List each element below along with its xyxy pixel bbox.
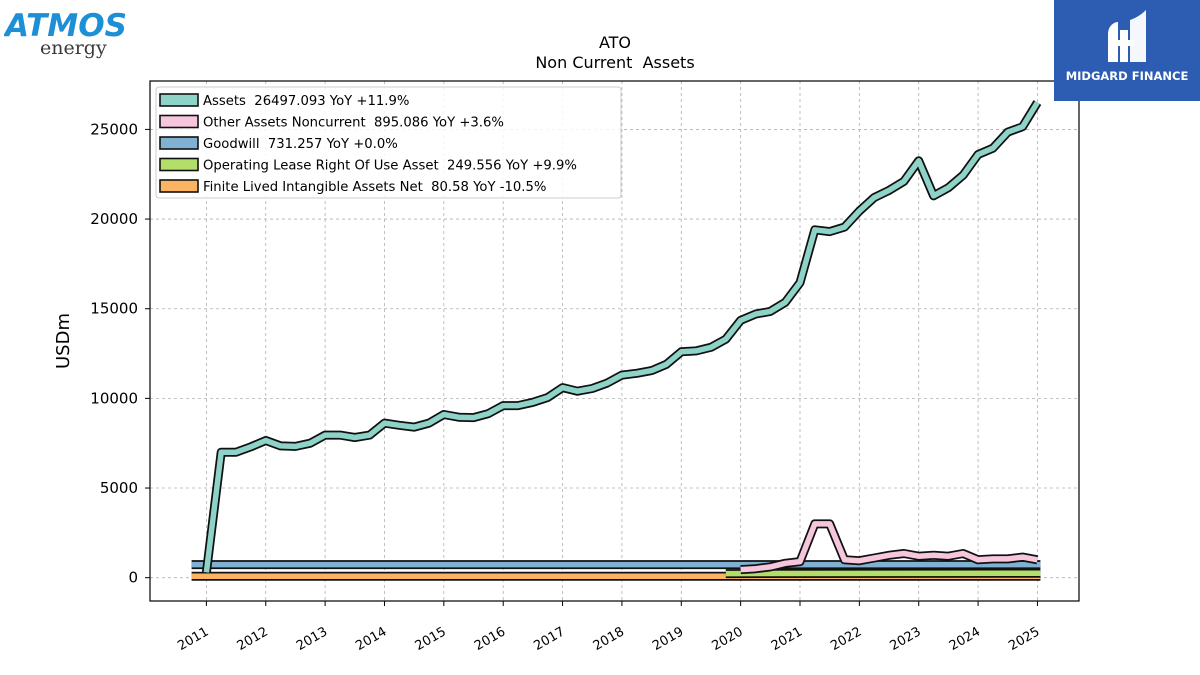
y-tick-label: 25000: [90, 120, 138, 138]
x-tick-label: 2024: [947, 624, 983, 654]
chart-subtitle: Non Current Assets: [535, 53, 694, 72]
atmos-energy-logo: ATMOS energy: [2, 4, 130, 60]
x-tick-label: 2021: [769, 624, 805, 654]
x-tick-label: 2025: [1006, 624, 1042, 654]
series-assets: [201, 100, 1042, 573]
legend-swatch: [159, 179, 199, 193]
legend-box: [155, 86, 622, 199]
y-tick-label: 20000: [90, 210, 138, 228]
legend: Assets 26497.093 YoY +11.9% Other Assets …: [155, 86, 622, 199]
x-tick-label: 2019: [650, 624, 686, 654]
legend-item: Finite Lived Intangible Assets Net 80.58…: [159, 179, 546, 195]
legend-swatch: [159, 114, 199, 129]
legend-item: Other Assets Noncurrent 895.086 YoY +3.6…: [159, 114, 504, 131]
svg-text:MIDGARD FINANCE: MIDGARD FINANCE: [1066, 69, 1189, 83]
midgard-finance-logo: MIDGARD FINANCE: [1054, 0, 1200, 101]
legend-swatch: [159, 93, 199, 107]
x-tick-label: 2014: [353, 624, 389, 654]
y-tick-label: 0: [128, 569, 138, 587]
legend-swatch: [159, 157, 199, 172]
legend-label: Assets 26497.093 YoY +11.9%: [203, 94, 409, 109]
legend-swatch: [159, 136, 199, 150]
x-tick-label: 2020: [709, 624, 745, 654]
legend-item: Operating Lease Right Of Use Asset 249.5…: [159, 157, 577, 174]
x-tick-label: 2017: [531, 624, 567, 654]
chart-title: ATO: [599, 33, 631, 52]
x-tick-label: 2011: [175, 624, 211, 654]
x-tick-label: 2015: [413, 624, 449, 654]
y-tick-label: 10000: [90, 389, 138, 407]
y-tick-label: 15000: [90, 300, 138, 318]
x-tick-label: 2012: [235, 624, 271, 654]
legend-label: Goodwill 731.257 YoY +0.0%: [203, 137, 398, 152]
y-axis-label: USDm: [53, 313, 74, 369]
x-tick-label: 2016: [472, 624, 508, 654]
y-tick-label: 5000: [100, 479, 138, 497]
series-group: [191, 100, 1042, 581]
legend-label: Finite Lived Intangible Assets Net 80.58…: [203, 180, 546, 195]
x-tick-label: 2018: [591, 624, 627, 654]
series-other-assets-noncurrent: [740, 519, 1039, 575]
legend-item: Assets 26497.093 YoY +11.9%: [159, 93, 409, 109]
svg-text:ATMOS: ATMOS: [4, 8, 127, 44]
x-tick-label: 2023: [888, 624, 924, 654]
series-line: [740, 521, 1038, 573]
svg-text:energy: energy: [40, 37, 107, 59]
plot-frame: [149, 80, 1080, 602]
x-tick-label: 2022: [828, 624, 864, 654]
x-tick-label: 2013: [294, 624, 330, 654]
legend-item: Goodwill 731.257 YoY +0.0%: [159, 136, 398, 152]
series-line: [203, 101, 1040, 573]
legend-label: Other Assets Noncurrent 895.086 YoY +3.6…: [203, 116, 504, 131]
legend-label: Operating Lease Right Of Use Asset 249.5…: [203, 159, 577, 174]
